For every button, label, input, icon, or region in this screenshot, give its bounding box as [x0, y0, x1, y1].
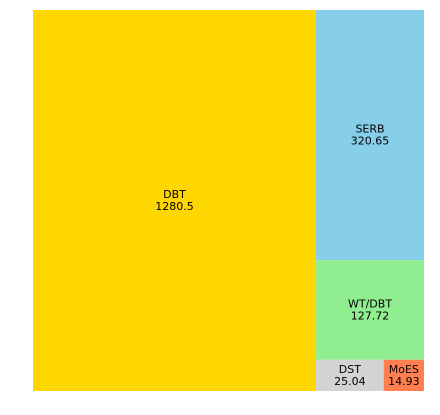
tile-rect-dbt — [33, 10, 317, 391]
tile-value-moes: 14.93 — [388, 375, 420, 388]
tile-value-wt-dbt: 127.72 — [351, 309, 390, 322]
tile-value-serb: 320.65 — [351, 135, 390, 148]
tile-label-dst: DST — [339, 363, 361, 376]
tile-label-dbt: DBT — [163, 188, 186, 201]
tile-rect-wt-dbt — [316, 260, 424, 360]
tile-value-dbt: 1280.5 — [155, 200, 194, 213]
tile-rect-serb — [316, 10, 424, 261]
treemap-tiles: DBT1280.5SERB320.65WT/DBT127.72DST25.04M… — [33, 10, 424, 391]
tile-value-dst: 25.04 — [334, 375, 366, 388]
tile-label-serb: SERB — [355, 123, 384, 136]
tile-label-wt-dbt: WT/DBT — [348, 297, 392, 310]
tile-rect-moes — [383, 359, 424, 391]
tile-label-moes: MoES — [389, 363, 419, 376]
tile-rect-dst — [316, 359, 384, 391]
